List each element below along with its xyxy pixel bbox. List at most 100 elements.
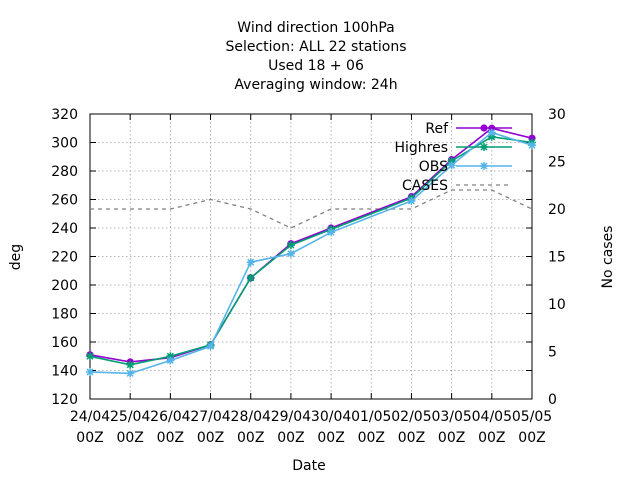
series-line-cases bbox=[90, 189, 533, 229]
marker-core bbox=[489, 130, 495, 135]
y-tick-label: 240 bbox=[51, 221, 78, 237]
marker-core bbox=[529, 143, 535, 148]
x-axis-label: Date bbox=[292, 458, 325, 474]
y-tick-label: 140 bbox=[51, 364, 78, 380]
grid bbox=[90, 114, 532, 399]
x-tick-label-time: 00Z bbox=[438, 430, 465, 446]
marker-core bbox=[449, 158, 454, 164]
y-tick-label: 280 bbox=[51, 164, 78, 180]
legend-marker bbox=[480, 143, 488, 151]
legend-label: Ref bbox=[425, 121, 449, 137]
x-tick-label-date: 28/04 bbox=[231, 409, 271, 425]
legend-label: OBS bbox=[419, 159, 448, 175]
x-tick-label-date: 03/05 bbox=[431, 409, 471, 425]
marker-core bbox=[87, 354, 93, 359]
y2-tick-label: 0 bbox=[548, 392, 557, 408]
chart-title-line: Wind direction 100hPa bbox=[237, 20, 394, 36]
x-tick-label-time: 00Z bbox=[358, 430, 385, 446]
x-tick-label-time: 00Z bbox=[197, 430, 224, 446]
x-tick-label-time: 00Z bbox=[76, 430, 103, 446]
x-tick-label-time: 00Z bbox=[478, 430, 505, 446]
data-point-obs bbox=[407, 196, 416, 205]
data-point-obs bbox=[286, 249, 295, 258]
chart-title-line: Used 18 + 06 bbox=[268, 58, 364, 74]
legend-label: Highres bbox=[394, 140, 448, 156]
marker-core bbox=[208, 344, 213, 349]
series-line-ref bbox=[89, 127, 533, 363]
marker-core bbox=[481, 163, 487, 169]
x-tick-label-date: 24/04 bbox=[70, 409, 110, 425]
x-tick-label-date: 01/05 bbox=[351, 409, 391, 425]
marker-core bbox=[489, 134, 495, 139]
y-tick-label: 300 bbox=[51, 136, 78, 152]
y2-tick-label: 15 bbox=[548, 250, 566, 266]
y2-tick-label: 10 bbox=[548, 297, 566, 313]
series-ref bbox=[86, 124, 536, 366]
data-point-highres bbox=[126, 360, 135, 369]
series-obs bbox=[86, 128, 536, 378]
data-point-obs bbox=[246, 258, 255, 267]
x-tick-label-time: 00Z bbox=[277, 430, 304, 446]
data-point-obs bbox=[86, 367, 94, 376]
y-axis-label: deg bbox=[8, 244, 24, 270]
x-tick-label-date: 29/04 bbox=[271, 409, 311, 425]
x-tick-label-time: 00Z bbox=[157, 430, 184, 446]
data-point-highres bbox=[86, 352, 94, 361]
marker-core bbox=[248, 260, 253, 265]
marker-core bbox=[248, 275, 253, 281]
marker-core bbox=[328, 230, 334, 235]
chart-title-line: Averaging window: 24h bbox=[234, 77, 397, 93]
y-tick-label: 120 bbox=[51, 392, 78, 408]
legend-marker bbox=[480, 162, 488, 170]
y2-tick-label: 25 bbox=[548, 155, 566, 171]
x-tick-label-time: 00Z bbox=[116, 430, 143, 446]
x-tick-label-date: 04/05 bbox=[472, 409, 512, 425]
marker-core bbox=[168, 358, 173, 363]
x-tick-label-date: 30/04 bbox=[311, 409, 351, 425]
legend: Ref Highres OBS CASES bbox=[394, 121, 512, 194]
y-tick-label: 320 bbox=[51, 107, 78, 123]
data-point-obs bbox=[166, 356, 175, 365]
data-point-obs bbox=[447, 161, 456, 170]
y-tick-label: 180 bbox=[51, 307, 78, 323]
marker-core bbox=[127, 371, 133, 376]
x-tick-label-time: 00Z bbox=[398, 430, 425, 446]
y-tick-label: 260 bbox=[51, 193, 78, 209]
chart-title-line: Selection: ALL 22 stations bbox=[225, 39, 406, 55]
y2-tick-label: 30 bbox=[548, 107, 566, 123]
series-highres bbox=[86, 132, 536, 369]
marker-core bbox=[409, 198, 414, 204]
marker-core bbox=[168, 354, 173, 359]
y2-tick-label: 5 bbox=[548, 345, 557, 361]
y2-tick-label: 20 bbox=[548, 202, 566, 218]
x-tick-label-time: 00Z bbox=[518, 430, 545, 446]
x-tick-label-date: 26/04 bbox=[150, 409, 190, 425]
data-point-obs bbox=[126, 369, 135, 378]
y-tick-label: 220 bbox=[51, 250, 78, 266]
y-tick-label: 200 bbox=[51, 278, 78, 294]
marker-core bbox=[127, 362, 133, 367]
marker-core bbox=[481, 144, 487, 150]
marker-core bbox=[449, 163, 454, 168]
marker-core bbox=[288, 242, 294, 248]
series-line-obs bbox=[89, 131, 533, 375]
data-point-obs bbox=[327, 228, 336, 237]
series-cases bbox=[90, 189, 533, 229]
legend-label: CASES bbox=[402, 178, 448, 194]
data-point-obs bbox=[206, 342, 215, 351]
y2-axis-label: No cases bbox=[600, 226, 616, 289]
x-tick-label-time: 00Z bbox=[317, 430, 344, 446]
x-tick-label-date: 02/05 bbox=[391, 409, 431, 425]
data-point-highres bbox=[246, 273, 255, 282]
x-tick-label-date: 27/04 bbox=[190, 409, 230, 425]
y-tick-label: 160 bbox=[51, 335, 78, 351]
data-point-obs bbox=[487, 128, 496, 137]
marker-core bbox=[87, 369, 93, 375]
data-point-obs bbox=[528, 141, 536, 150]
x-tick-label-date: 05/05 bbox=[512, 409, 552, 425]
data-point-highres bbox=[286, 241, 295, 250]
x-tick-label-time: 00Z bbox=[237, 430, 264, 446]
legend-marker bbox=[480, 124, 488, 132]
x-tick-label-date: 25/04 bbox=[110, 409, 150, 425]
